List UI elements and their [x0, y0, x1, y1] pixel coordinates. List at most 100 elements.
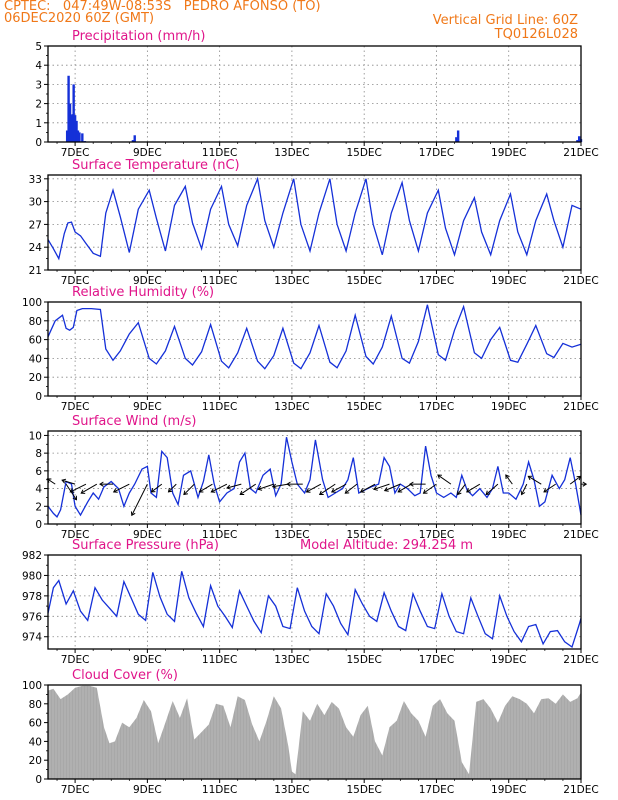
- wind-arrow-shaft: [543, 483, 556, 493]
- temp-ytick-label: 30: [29, 197, 42, 209]
- pressure-ytick-label: 976: [22, 611, 42, 623]
- wind-arrow-head: [305, 488, 311, 493]
- rh-ytick-label: 20: [29, 372, 42, 384]
- wind-arrow-head: [330, 488, 336, 493]
- rh-ytick-label: 80: [29, 316, 42, 328]
- wind-arrow-shaft: [113, 483, 130, 493]
- wind-arrow-head: [520, 490, 526, 496]
- wind-arrow-shaft: [331, 483, 347, 493]
- cloud-ytick-label: 80: [29, 699, 42, 711]
- rh-xtick-label: 19DEC: [491, 401, 526, 413]
- wind-arrow-shaft: [319, 483, 336, 495]
- wind-arrow-head: [527, 475, 533, 481]
- wind-arrow-head: [373, 485, 378, 491]
- rh-ytick-label: 0: [35, 391, 42, 403]
- wind-xtick-label: 7DEC: [61, 529, 90, 541]
- wind-arrow-head: [80, 489, 86, 494]
- cloud-xtick-label: 7DEC: [61, 784, 90, 796]
- wind-arrow-head: [61, 478, 67, 484]
- rh-xtick-label: 9DEC: [133, 401, 162, 413]
- temp-ytick-label: 27: [29, 219, 42, 231]
- rh-series-line: [47, 304, 582, 370]
- station-header: CPTEC: 047:49W-08:53S PEDRO AFONSO (TO): [4, 0, 321, 14]
- wind-arrow-head: [437, 474, 442, 479]
- wind-arrow-head: [576, 475, 582, 481]
- wind-arrow-head: [257, 485, 263, 491]
- rh-ytick-label: 40: [29, 353, 42, 365]
- wind-arrow-head: [69, 488, 75, 493]
- precip-ytick-label: 2: [35, 99, 42, 111]
- wind-arrow-head: [112, 488, 118, 493]
- wind-arrow-shaft: [521, 483, 528, 495]
- temp-xtick-label: 7DEC: [61, 275, 90, 287]
- wind-arrow-head: [318, 490, 324, 495]
- precip-xtick-label: 17DEC: [419, 147, 454, 159]
- temp-xtick-label: 19DEC: [491, 275, 526, 287]
- wind-arrow-shaft: [47, 478, 56, 485]
- precip-bar: [65, 130, 69, 142]
- cloud-xtick-label: 17DEC: [419, 784, 454, 796]
- wind-arrow-head: [397, 488, 403, 493]
- wind-ytick-label: 2: [35, 501, 42, 513]
- wind-arrow-shaft: [485, 483, 499, 495]
- temp-frame: [47, 174, 582, 271]
- wind-ytick-label: 10: [29, 430, 42, 442]
- precip-xtick-label: 19DEC: [491, 147, 526, 159]
- wind-arrow-head: [383, 487, 389, 492]
- temp-xtick-label: 17DEC: [419, 275, 454, 287]
- pressure-ytick-label: 974: [22, 632, 42, 644]
- wind-arrow-head: [99, 481, 104, 487]
- precip-ytick-label: 5: [35, 41, 42, 53]
- wind-arrow-shaft: [466, 483, 481, 493]
- wind-arrow-head: [239, 490, 245, 495]
- precip-bar: [72, 84, 75, 142]
- cloud-ytick-label: 60: [29, 718, 42, 730]
- precip-bar: [78, 132, 81, 142]
- temp-ytick-label: 33: [29, 174, 42, 186]
- wind-arrow-head: [465, 488, 471, 493]
- pressure-ytick-label: 978: [22, 591, 42, 603]
- cloud-xtick-label: 13DEC: [274, 784, 309, 796]
- wind-arrow-head: [46, 478, 52, 483]
- wind-arrow-shaft: [61, 479, 76, 485]
- precip-xtick-label: 21DEC: [563, 147, 598, 159]
- wind-arrow-head: [210, 488, 216, 493]
- wind-arrow-shaft: [199, 483, 213, 493]
- rh-frame: [47, 301, 582, 397]
- wind-arrow-shaft: [373, 483, 390, 490]
- temp-xtick-label: 21DEC: [563, 275, 598, 287]
- pressure-xtick-label: 13DEC: [274, 654, 309, 666]
- wind-xtick-label: 19DEC: [491, 529, 526, 541]
- wind-arrow-head: [359, 488, 365, 493]
- wind-arrow-head: [271, 483, 277, 489]
- cloud-ytick-label: 0: [35, 774, 42, 786]
- wind-arrow-shaft: [306, 483, 322, 493]
- precip-bar: [576, 140, 579, 142]
- wind-arrow-head: [505, 474, 510, 480]
- wind-arrow-shaft: [211, 483, 228, 493]
- wind-ytick-label: 0: [35, 519, 42, 531]
- rh-xtick-label: 17DEC: [419, 401, 454, 413]
- wind-arrow-shaft: [397, 483, 412, 493]
- wind-arrow-shaft: [505, 474, 513, 485]
- wind-arrow-head: [457, 490, 462, 496]
- wind-ytick-label: 8: [35, 448, 42, 460]
- cloud-ytick-label: 20: [29, 755, 42, 767]
- precip-xtick-label: 15DEC: [346, 147, 381, 159]
- wind-arrow-head: [582, 481, 588, 487]
- pressure-xtick-label: 11DEC: [202, 654, 237, 666]
- precip-bar: [577, 136, 581, 142]
- rh-title: Relative Humidity (%): [72, 285, 214, 300]
- wind-arrow-shaft: [437, 474, 452, 485]
- precip-bar: [81, 133, 84, 142]
- precip-frame: [47, 45, 582, 143]
- precip-xtick-label: 9DEC: [133, 147, 162, 159]
- cloud-xtick-label: 11DEC: [202, 784, 237, 796]
- pressure-xtick-label: 7DEC: [61, 654, 90, 666]
- precip-bar: [133, 135, 136, 142]
- precip-bar: [68, 103, 72, 142]
- cloud-ytick-label: 100: [22, 680, 42, 692]
- wind-arrow-shaft: [272, 483, 289, 488]
- precip-ytick-label: 0: [35, 137, 42, 149]
